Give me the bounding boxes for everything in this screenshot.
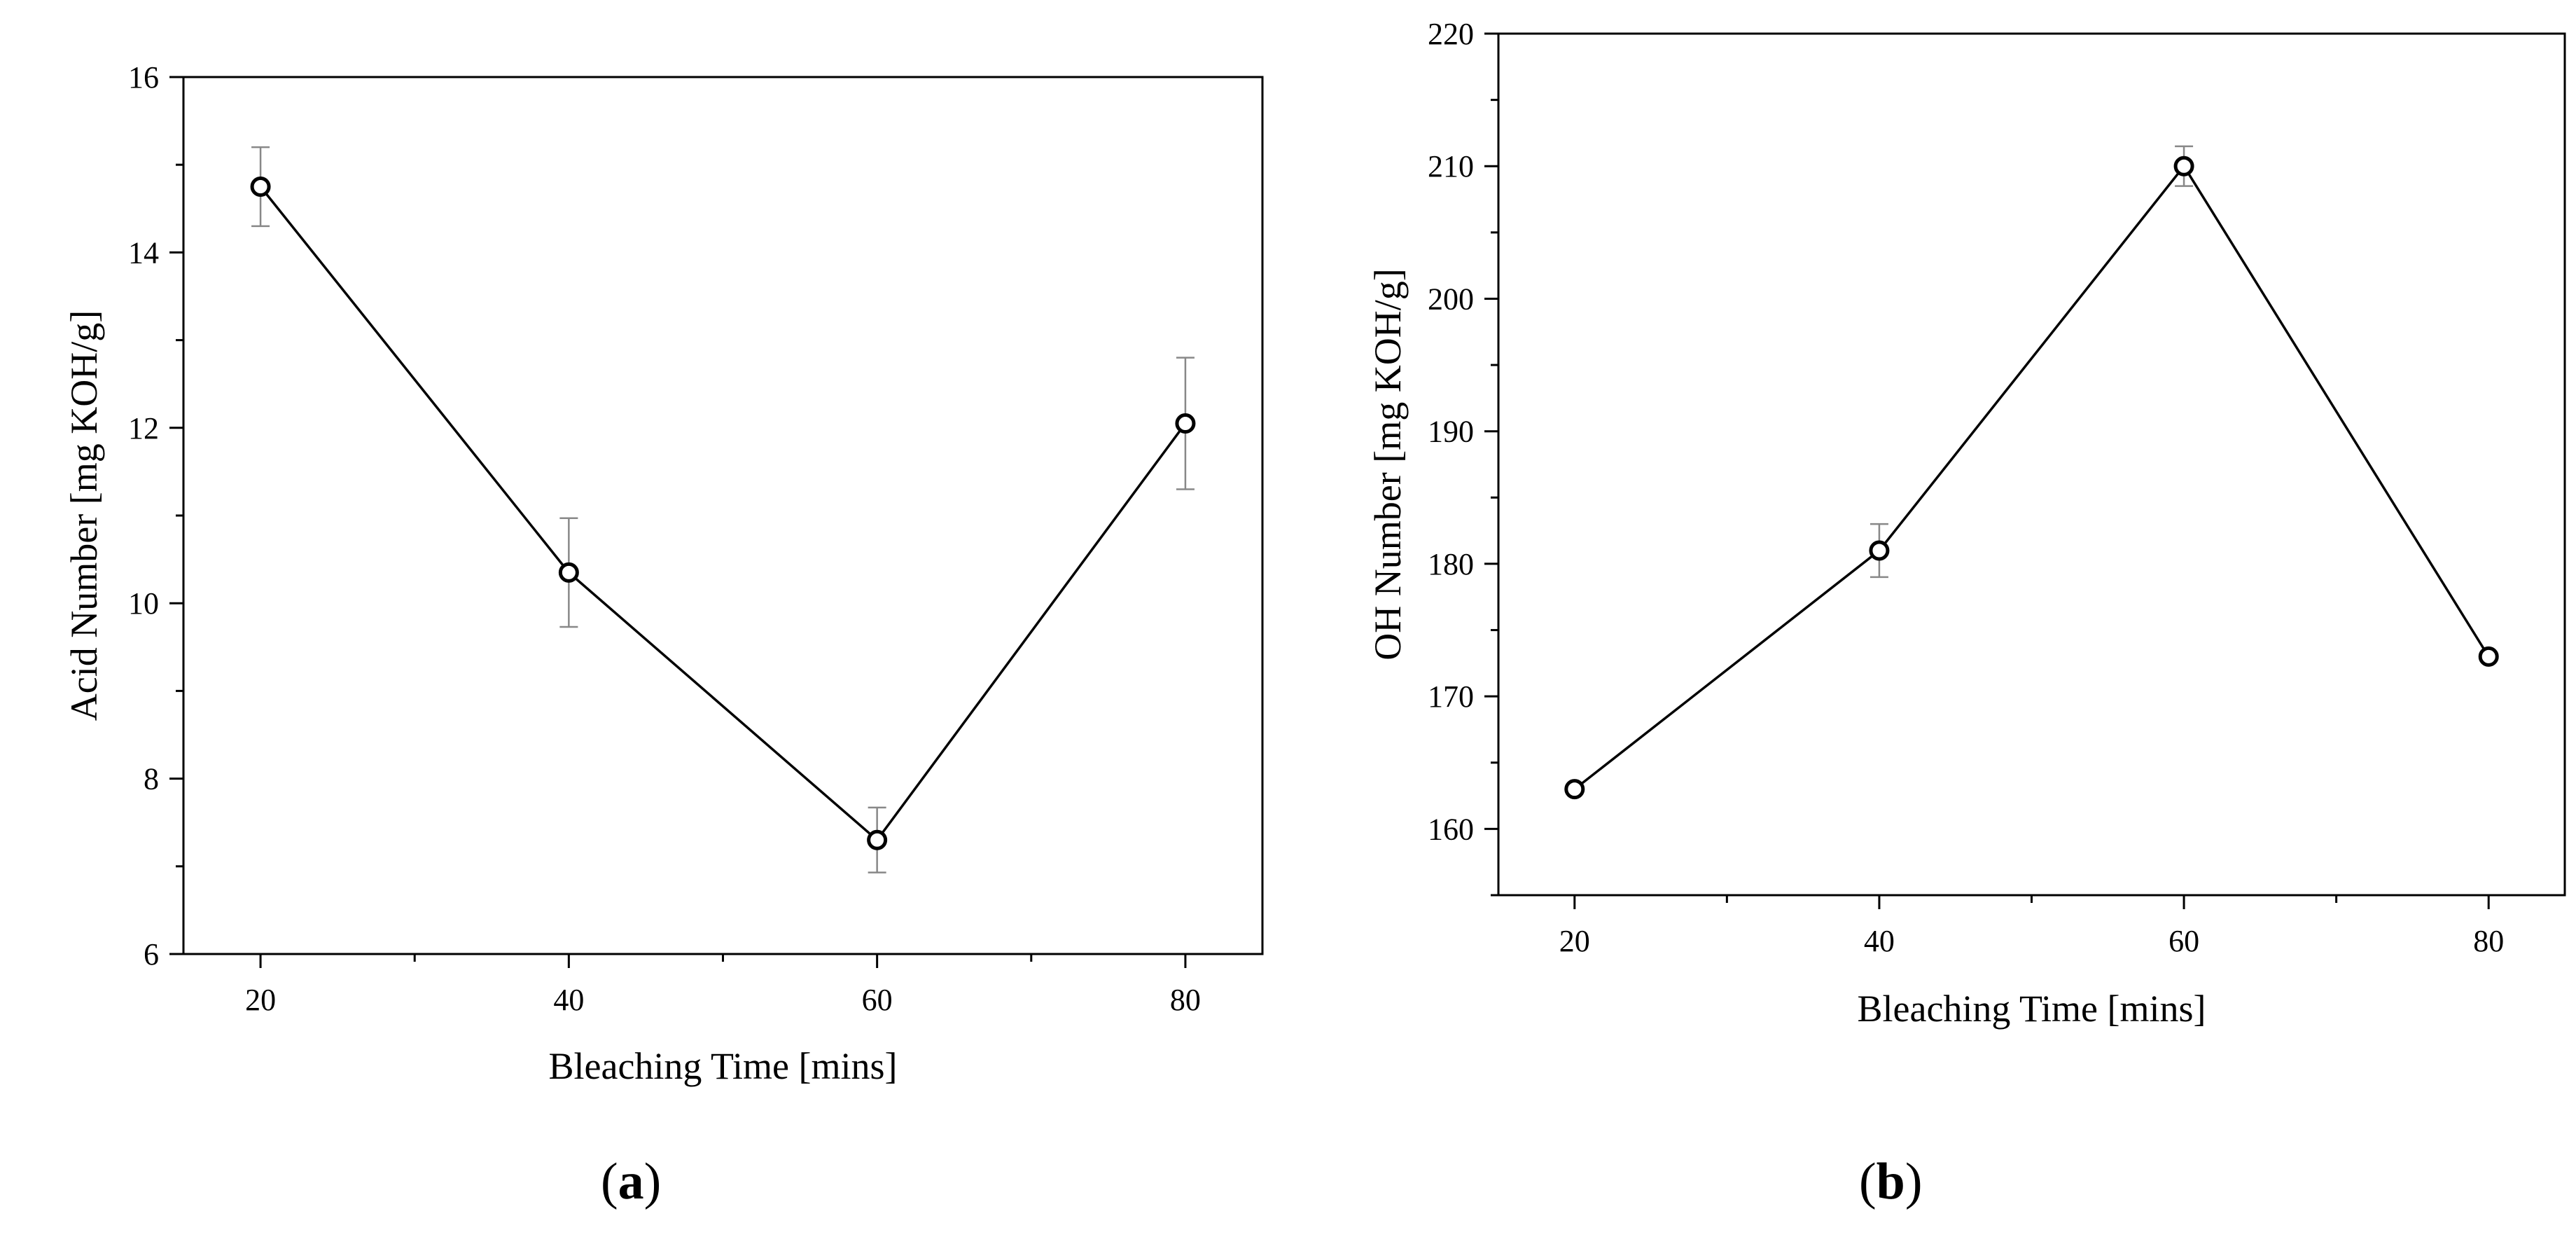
x-axis-label-a: Bleaching Time [mins] bbox=[549, 1045, 898, 1087]
x-tick-label-b: 20 bbox=[1559, 924, 1590, 958]
x-axis-label-b: Bleaching Time [mins] bbox=[1858, 988, 2206, 1030]
data-point-b bbox=[1869, 540, 1890, 561]
chart-b: 20 40 60 80 160 170 180 190 200 210 220 Bleaching T… bbox=[1367, 17, 2566, 1030]
chart-a: 20 40 60 80 6 8 10 12 14 16 Bleaching Time [mins] A… bbox=[63, 60, 1264, 1087]
plot-frame-a bbox=[182, 76, 1264, 955]
data-point-a bbox=[558, 562, 579, 583]
panel-label-b-close: ) bbox=[1905, 1153, 1923, 1210]
y-tick-label-b: 180 bbox=[1428, 547, 1474, 581]
x-tick-label-b: 40 bbox=[1864, 924, 1895, 958]
data-point-b bbox=[2173, 156, 2194, 177]
y-tick-label-a: 12 bbox=[128, 411, 159, 445]
data-point-b bbox=[2478, 646, 2499, 667]
data-point-a bbox=[250, 177, 271, 197]
y-tick-label-a: 16 bbox=[128, 60, 159, 95]
panel-label-a-open: ( bbox=[601, 1153, 618, 1210]
x-tick-label-b: 60 bbox=[2168, 924, 2199, 958]
y-tick-label-a: 14 bbox=[128, 235, 159, 270]
data-point-a bbox=[867, 829, 888, 850]
x-tick-label-b: 80 bbox=[2473, 924, 2504, 958]
data-point-b bbox=[1564, 779, 1585, 800]
panel-label-a-close: ) bbox=[643, 1153, 662, 1210]
panel-label-b-open: ( bbox=[1859, 1153, 1877, 1210]
y-axis-label-a: Acid Number [mg KOH/g] bbox=[63, 310, 105, 721]
panel-label-a: (a) bbox=[601, 1152, 661, 1212]
y-tick-label-b: 190 bbox=[1428, 415, 1474, 449]
panel-label-b: (b) bbox=[1859, 1152, 1922, 1212]
x-tick-label-a: 60 bbox=[862, 983, 893, 1017]
series-line-b bbox=[1573, 164, 2490, 790]
x-tick-label-a: 20 bbox=[245, 983, 276, 1017]
y-tick-label-a: 8 bbox=[144, 762, 159, 796]
x-tick-label-a: 80 bbox=[1170, 983, 1201, 1017]
y-tick-label-b: 170 bbox=[1428, 679, 1474, 714]
plot-frame-b bbox=[1497, 32, 2566, 897]
y-tick-label-b: 160 bbox=[1428, 812, 1474, 846]
data-point-a bbox=[1175, 413, 1196, 434]
y-tick-label-b: 210 bbox=[1428, 149, 1474, 184]
y-tick-label-b: 220 bbox=[1428, 17, 1474, 51]
y-tick-label-a: 6 bbox=[144, 937, 159, 972]
panel-label-b-letter: b bbox=[1876, 1153, 1905, 1210]
x-tick-label-a: 40 bbox=[553, 983, 584, 1017]
y-axis-label-b: OH Number [mg KOH/g] bbox=[1367, 268, 1409, 660]
panel-label-a-letter: a bbox=[618, 1153, 644, 1210]
y-tick-label-a: 10 bbox=[128, 586, 159, 621]
y-tick-label-b: 200 bbox=[1428, 282, 1474, 316]
series-line-a bbox=[259, 186, 1187, 842]
